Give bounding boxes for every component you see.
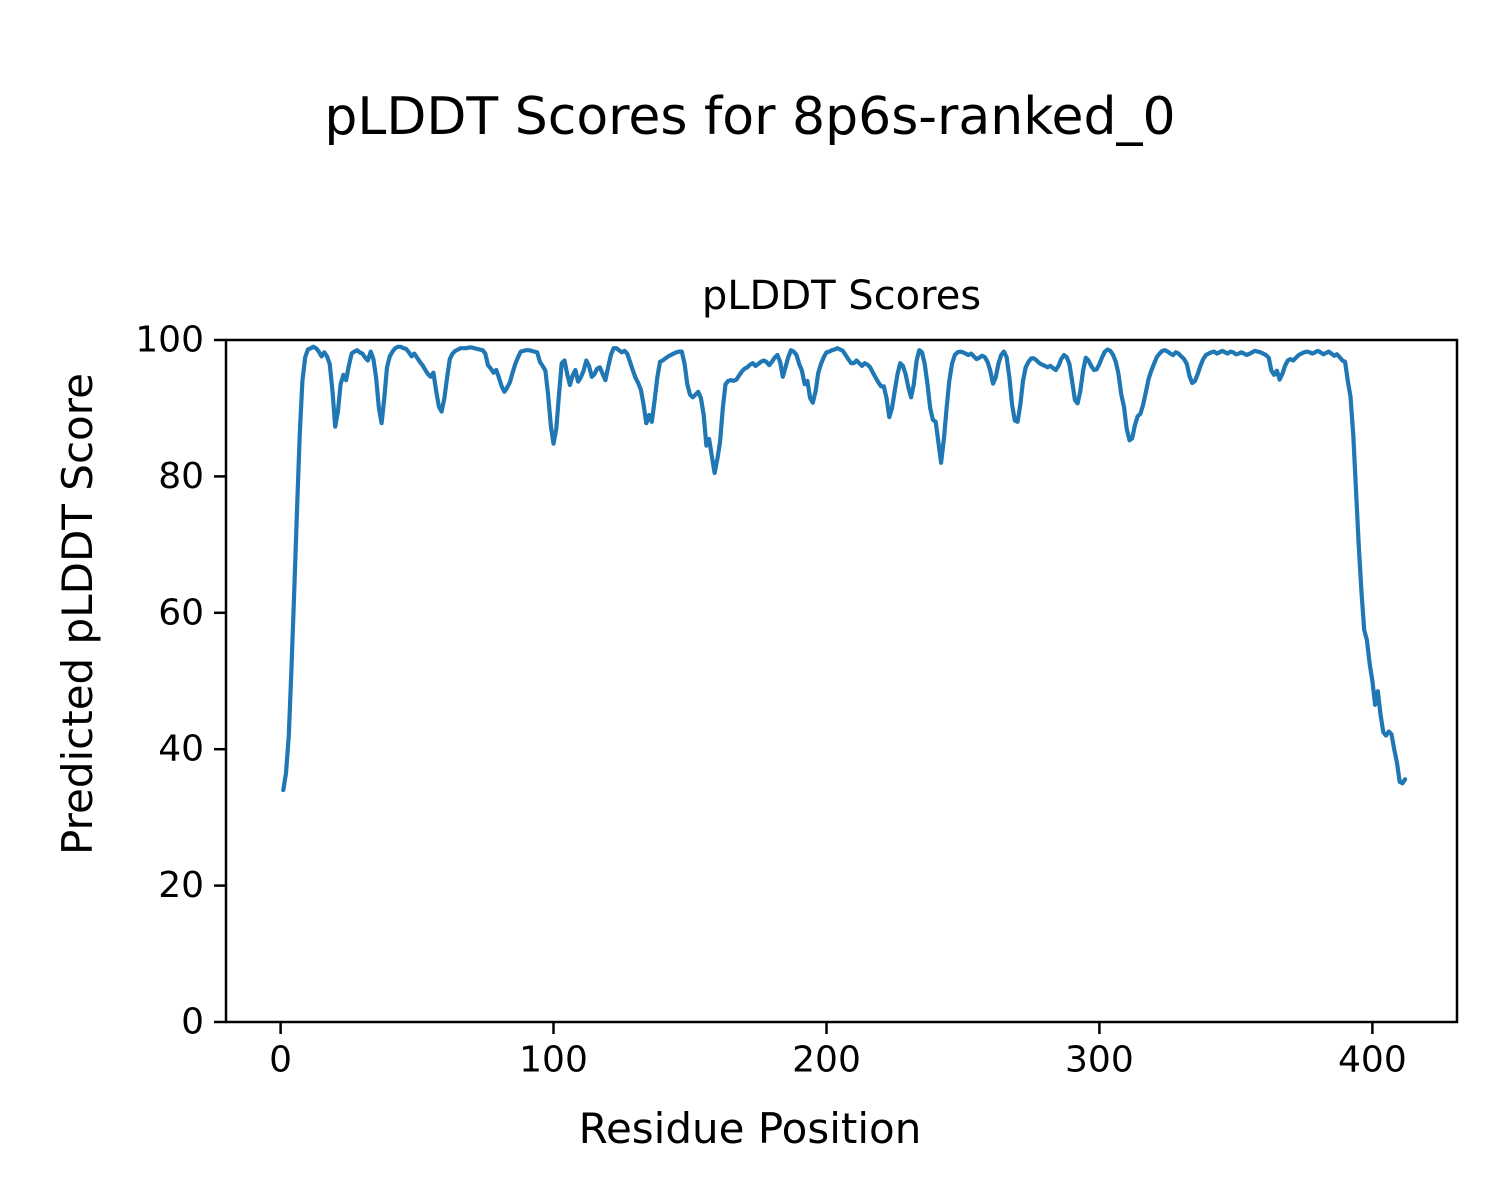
y-tick-label: 100: [135, 320, 204, 361]
figure-title: pLDDT Scores for 8p6s-ranked_0: [324, 87, 1176, 147]
y-tick-label: 40: [158, 729, 204, 770]
x-axis-label: Residue Position: [578, 1104, 922, 1153]
x-tick-label: 400: [1338, 1040, 1407, 1081]
axes-spines: [224, 338, 1459, 1024]
x-tick-label: 200: [792, 1040, 861, 1081]
y-tick-label: 60: [158, 592, 204, 633]
y-tick-label: 0: [181, 1002, 204, 1043]
plddt-line: [281, 344, 1408, 793]
axes-title: pLDDT Scores: [701, 273, 982, 319]
x-tick-label: 0: [269, 1040, 292, 1081]
y-tick-label: 20: [158, 865, 204, 906]
y-tick-label: 80: [158, 456, 204, 497]
x-tick-label: 300: [1065, 1040, 1134, 1081]
y-axis-label: Predicted pLDDT Score: [52, 373, 102, 855]
x-tick-label: 100: [519, 1040, 588, 1081]
